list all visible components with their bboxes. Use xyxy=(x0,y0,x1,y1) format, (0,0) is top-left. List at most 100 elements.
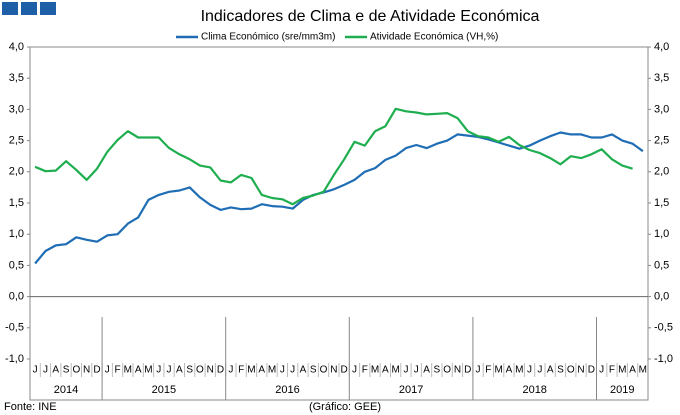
x-tick-label: J xyxy=(527,365,532,376)
y2-tick-label: -1,0 xyxy=(654,353,673,365)
x-tick-label: F xyxy=(114,365,120,376)
source: Fonte: INE xyxy=(4,401,57,413)
y-tick-label: 3,0 xyxy=(9,103,24,115)
y2-tick-label: -0,5 xyxy=(654,322,673,334)
x-tick-label: O xyxy=(443,365,451,376)
x-tick-label: D xyxy=(217,365,224,376)
x-tick-label: A xyxy=(506,365,513,376)
x-tick-label: M xyxy=(618,365,626,376)
x-tick-label: A xyxy=(135,365,142,376)
year-label: 2014 xyxy=(54,384,78,396)
x-tick-label: S xyxy=(310,365,317,376)
x-tick-label: A xyxy=(176,365,183,376)
x-tick-label: A xyxy=(52,365,59,376)
legend-text: Clima Económico (sre/mm3m) xyxy=(201,32,335,43)
x-tick-label: J xyxy=(414,365,419,376)
x-tick-label: N xyxy=(330,365,337,376)
x-tick-label: N xyxy=(207,365,214,376)
x-tick-label: A xyxy=(423,365,430,376)
x-tick-label: N xyxy=(454,365,461,376)
y-tick-label: 1,5 xyxy=(9,197,24,209)
logo-block xyxy=(40,2,56,15)
x-tick-label: J xyxy=(156,365,161,376)
y2-tick-label: 1,0 xyxy=(654,228,669,240)
x-tick-label: J xyxy=(105,365,110,376)
y2-tick-label: 2,0 xyxy=(654,166,669,178)
y-tick-label: 1,0 xyxy=(9,228,24,240)
y-tick-label: 2,0 xyxy=(9,166,24,178)
x-tick-label: M xyxy=(371,365,379,376)
y2-tick-label: 0,0 xyxy=(654,291,669,303)
x-tick-label: J xyxy=(280,365,285,376)
x-tick-label: D xyxy=(588,365,595,376)
y-tick-label: 2,5 xyxy=(9,135,24,147)
y2-tick-label: 0,5 xyxy=(654,259,669,271)
x-tick-label: A xyxy=(547,365,554,376)
x-tick-label: J xyxy=(228,365,233,376)
x-tick-label: N xyxy=(577,365,584,376)
y-tick-label: -0,5 xyxy=(5,322,24,334)
x-tick-label: J xyxy=(352,365,357,376)
series-line xyxy=(34,131,644,265)
x-tick-label: M xyxy=(391,365,399,376)
x-tick-label: F xyxy=(609,365,615,376)
y2-tick-label: 4,0 xyxy=(654,41,669,53)
x-tick-label: D xyxy=(93,365,100,376)
x-tick-label: N xyxy=(83,365,90,376)
x-tick-label: S xyxy=(63,365,70,376)
x-tick-label: O xyxy=(567,365,575,376)
x-tick-label: M xyxy=(268,365,276,376)
x-tick-label: J xyxy=(599,365,604,376)
x-tick-label: J xyxy=(537,365,542,376)
x-tick-label: S xyxy=(557,365,564,376)
y2-tick-label: 3,5 xyxy=(654,72,669,84)
legend-text: Atividade Económica (VH,%) xyxy=(370,32,498,43)
y-tick-label: 3,5 xyxy=(9,72,24,84)
year-label: 2018 xyxy=(522,384,546,396)
x-tick-label: M xyxy=(144,365,152,376)
series-line xyxy=(34,107,633,206)
x-tick-label: O xyxy=(196,365,204,376)
x-tick-label: J xyxy=(43,365,48,376)
y-tick-label: 0,5 xyxy=(9,259,24,271)
x-tick-label: M xyxy=(124,365,132,376)
x-tick-label: F xyxy=(362,365,368,376)
x-tick-label: D xyxy=(341,365,348,376)
x-tick-label: M xyxy=(639,365,647,376)
y2-tick-label: 3,0 xyxy=(654,103,669,115)
x-tick-label: J xyxy=(290,365,295,376)
y-tick-label: 0,0 xyxy=(9,291,24,303)
y-tick-label: -1,0 xyxy=(5,353,24,365)
x-tick-label: A xyxy=(300,365,307,376)
year-label: 2017 xyxy=(399,384,423,396)
x-tick-label: M xyxy=(494,365,502,376)
credit: (Gráfico: GEE) xyxy=(309,401,381,413)
x-tick-label: O xyxy=(320,365,328,376)
x-tick-label: A xyxy=(629,365,636,376)
x-tick-label: D xyxy=(464,365,471,376)
x-tick-label: J xyxy=(33,365,38,376)
x-tick-label: F xyxy=(485,365,491,376)
x-tick-label: M xyxy=(515,365,523,376)
x-tick-label: J xyxy=(476,365,481,376)
x-tick-label: O xyxy=(72,365,80,376)
y2-tick-label: 1,5 xyxy=(654,197,669,209)
year-label: 2019 xyxy=(610,384,634,396)
x-tick-label: J xyxy=(403,365,408,376)
x-tick-label: S xyxy=(434,365,441,376)
x-tick-label: S xyxy=(186,365,193,376)
y-tick-label: 4,0 xyxy=(9,41,24,53)
x-tick-label: A xyxy=(382,365,389,376)
logo-block xyxy=(21,2,37,15)
year-label: 2016 xyxy=(275,384,299,396)
y2-tick-label: 2,5 xyxy=(654,135,669,147)
year-label: 2015 xyxy=(152,384,176,396)
x-tick-label: J xyxy=(167,365,172,376)
x-tick-label: M xyxy=(247,365,255,376)
plot-frame xyxy=(29,46,649,401)
logo-block xyxy=(2,2,18,15)
x-tick-label: F xyxy=(238,365,244,376)
chart-title: Indicadores de Clima e de Atividade Econ… xyxy=(201,8,540,25)
x-tick-label: A xyxy=(258,365,265,376)
